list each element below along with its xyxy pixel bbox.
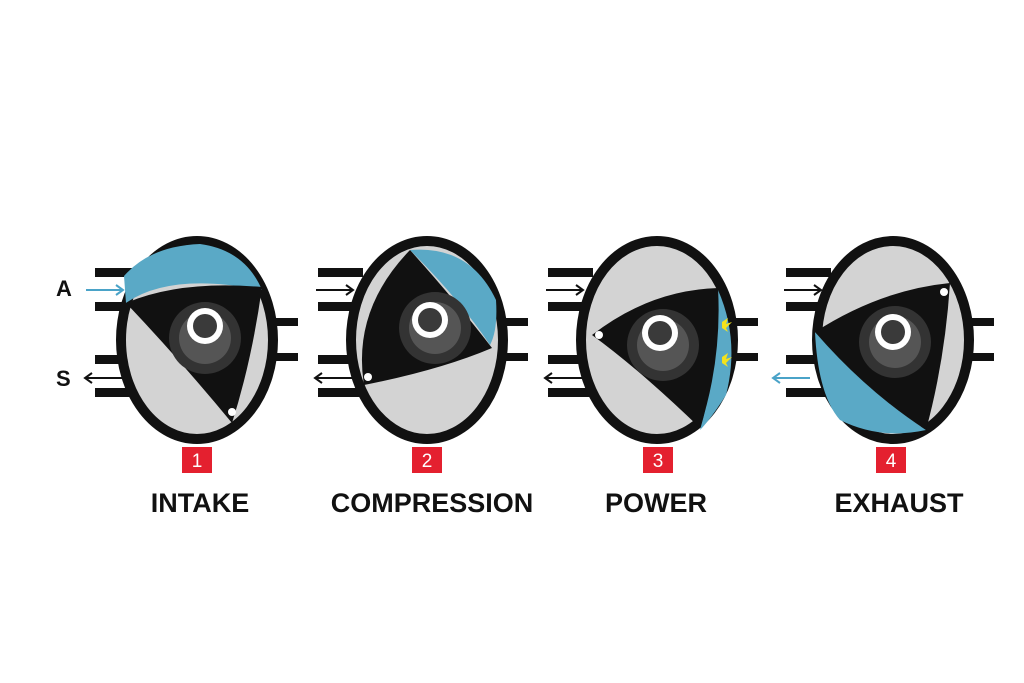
stage-compression: 2 COMPRESSION (313, 236, 534, 518)
housing (786, 236, 974, 444)
spark-plug-icon (968, 318, 994, 361)
stage-number: 2 (422, 451, 433, 472)
stage-number-badge: 3 (643, 447, 673, 473)
stage-number-badge: 2 (412, 447, 442, 473)
stage-label: EXHAUST (834, 488, 964, 518)
spark-icon (722, 318, 732, 367)
stage-number: 3 (653, 451, 664, 472)
stage-label: INTAKE (151, 488, 250, 518)
spark-plug-icon (502, 318, 528, 361)
stage-intake: 1 INTAKE (83, 236, 298, 518)
housing (318, 236, 508, 444)
arrow-right-icon (316, 284, 355, 296)
arrow-right-icon (86, 284, 125, 296)
outlet-label: S (56, 366, 71, 391)
spark-plug-icon (272, 318, 298, 361)
housing (548, 236, 738, 444)
stage-label: COMPRESSION (331, 488, 534, 518)
arrow-left-icon (771, 372, 810, 384)
arrow-right-icon (784, 284, 823, 296)
stage-number-badge: 1 (182, 447, 212, 473)
stage-number-badge: 4 (876, 447, 906, 473)
inlet-label: A (56, 276, 72, 301)
spark-plug-icon (732, 318, 758, 361)
stage-exhaust: 4 EXHAUST (771, 236, 994, 518)
housing (95, 236, 278, 444)
arrow-left-icon (83, 372, 122, 384)
stage-number: 4 (886, 451, 897, 472)
stage-number: 1 (192, 451, 203, 472)
arrow-left-icon (313, 372, 352, 384)
stage-power: 3 POWER (543, 236, 758, 518)
stage-label: POWER (605, 488, 707, 518)
arrow-right-icon (546, 284, 585, 296)
arrow-left-icon (543, 372, 582, 384)
